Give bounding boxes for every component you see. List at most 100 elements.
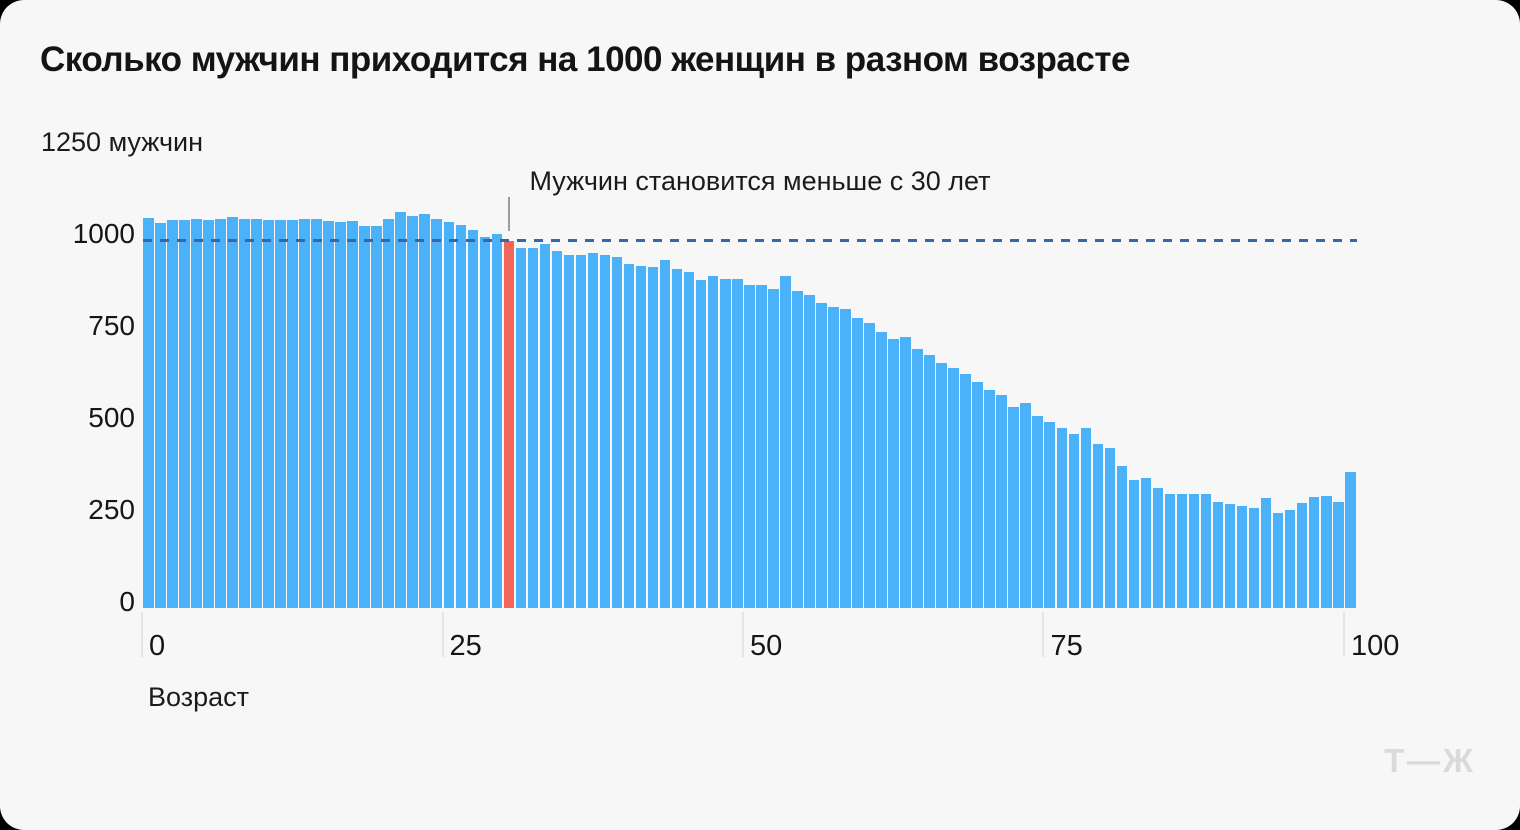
bar-age-35 <box>563 255 575 608</box>
bar-age-86 <box>1176 493 1188 608</box>
x-tick-mark-75 <box>1042 612 1045 657</box>
bar-age-18 <box>359 226 370 608</box>
bar-age-47 <box>707 275 719 608</box>
bar-age-88 <box>1200 493 1212 608</box>
y-tick-label-750: 750 <box>88 310 135 341</box>
x-axis-title: Возраст <box>148 682 249 712</box>
bar-age-13 <box>299 219 310 608</box>
bar-age-24 <box>431 218 443 608</box>
bar-age-75 <box>1044 421 1056 608</box>
bar-age-42 <box>647 266 659 608</box>
bar-age-91 <box>1236 506 1248 608</box>
bar-age-1 <box>155 222 166 608</box>
bar-age-30-highlighted <box>503 241 515 608</box>
bar-age-63 <box>900 336 911 608</box>
bar-age-56 <box>816 302 827 608</box>
bar-age-87 <box>1188 493 1200 608</box>
bar-age-40 <box>623 264 635 608</box>
x-tick-label-75: 75 <box>1050 630 1083 662</box>
bar-age-25 <box>443 221 455 608</box>
bar-age-5 <box>203 220 214 608</box>
x-tick-label-25: 25 <box>449 630 482 662</box>
bar-age-10 <box>263 220 274 608</box>
bar-age-50 <box>743 284 755 608</box>
y-tick-label-0: 0 <box>119 586 135 617</box>
chart-title: Сколько мужчин приходится на 1000 женщин… <box>40 40 1130 79</box>
bar-age-48 <box>719 279 731 608</box>
bar-age-36 <box>575 255 587 608</box>
bar-age-23 <box>419 213 431 608</box>
bar-age-84 <box>1152 488 1164 608</box>
bar-age-67 <box>948 368 959 608</box>
bar-age-100 <box>1344 472 1356 608</box>
x-tick-mark-100 <box>1342 612 1345 657</box>
annotation-text: Мужчин становится меньше с 30 лет <box>529 166 991 196</box>
bar-age-17 <box>347 221 358 608</box>
reference-line-1000 <box>143 238 1357 242</box>
y-tick-label-250: 250 <box>88 494 135 525</box>
bar-age-78 <box>1080 427 1092 608</box>
bar-age-93 <box>1260 498 1272 608</box>
bar-age-29 <box>491 233 503 608</box>
bar-age-41 <box>635 266 647 608</box>
bar-age-73 <box>1020 403 1031 608</box>
bar-age-22 <box>407 215 418 608</box>
bar-age-33 <box>539 244 551 608</box>
bar-age-76 <box>1056 428 1068 608</box>
bar-age-9 <box>251 219 262 608</box>
bar-age-96 <box>1296 502 1308 608</box>
x-tick-label-100: 100 <box>1350 630 1400 662</box>
bar-age-82 <box>1128 479 1140 608</box>
bar-age-55 <box>804 295 815 608</box>
bar-age-44 <box>671 269 683 608</box>
bar-age-16 <box>335 221 346 608</box>
y-axis-top-label: 1250 мужчин <box>41 127 204 157</box>
bar-age-52 <box>768 288 779 608</box>
bar-age-4 <box>191 218 202 608</box>
bar-age-62 <box>888 338 899 608</box>
bar-age-68 <box>960 373 971 608</box>
bar-age-70 <box>984 390 995 608</box>
bar-age-97 <box>1308 497 1320 608</box>
bar-age-27 <box>467 229 479 608</box>
bar-age-80 <box>1104 448 1116 608</box>
bar-age-95 <box>1284 510 1296 608</box>
bar-age-20 <box>383 218 394 608</box>
bar-age-51 <box>756 284 767 608</box>
bar-age-98 <box>1320 495 1332 608</box>
bar-age-49 <box>731 279 743 608</box>
bar-age-85 <box>1164 493 1176 608</box>
bar-age-89 <box>1212 501 1224 608</box>
bar-age-60 <box>864 322 875 608</box>
bar-age-34 <box>551 251 563 608</box>
bar-age-14 <box>311 219 322 608</box>
bar-age-65 <box>924 355 935 608</box>
annotation-pointer-line <box>508 197 510 231</box>
bar-age-37 <box>587 252 599 608</box>
bar-age-46 <box>695 280 707 608</box>
bar-age-77 <box>1068 433 1080 608</box>
bar-age-69 <box>972 382 983 608</box>
bar-age-2 <box>167 220 178 608</box>
bar-age-71 <box>996 394 1007 608</box>
bar-age-21 <box>395 212 406 608</box>
bar-age-8 <box>239 219 250 608</box>
tj-logo: Т—Ж <box>1384 742 1476 779</box>
bar-age-15 <box>323 220 334 608</box>
bar-age-6 <box>215 219 226 608</box>
bar-age-92 <box>1248 508 1260 608</box>
bar-age-28 <box>479 237 491 608</box>
bar-age-59 <box>852 318 863 608</box>
bar-age-99 <box>1332 501 1344 608</box>
bar-age-0 <box>143 217 154 608</box>
bar-age-32 <box>527 247 539 608</box>
x-tick-mark-50 <box>741 612 744 657</box>
bar-age-79 <box>1092 443 1104 608</box>
bar-age-39 <box>611 256 623 608</box>
bar-age-64 <box>912 348 923 608</box>
bar-age-31 <box>515 247 527 608</box>
plot-area <box>143 148 1357 608</box>
bar-age-57 <box>828 307 839 608</box>
bar-age-94 <box>1272 513 1284 608</box>
